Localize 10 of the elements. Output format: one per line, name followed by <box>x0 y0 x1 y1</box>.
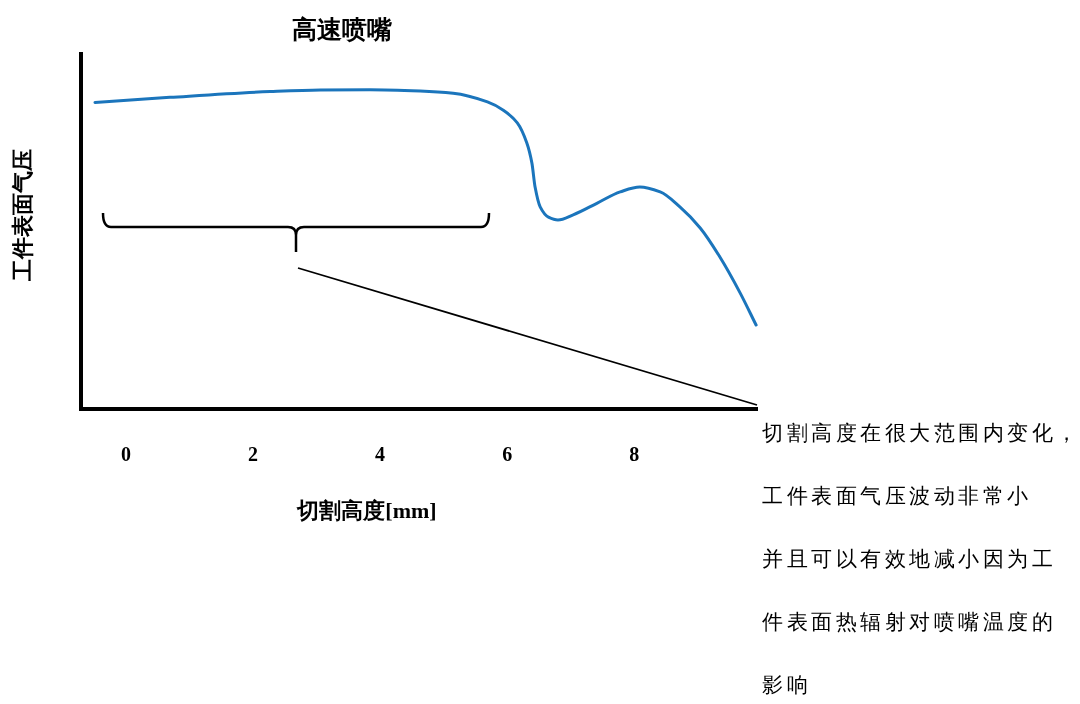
x-tick-label: 2 <box>248 443 259 465</box>
x-tick-label: 4 <box>375 443 386 465</box>
x-axis-title: 切割高度[mm] <box>296 498 437 523</box>
y-axis-title: 工件表面气压 <box>10 149 35 282</box>
x-tick-label: 6 <box>502 443 513 465</box>
text: 切割高度在很大范围内变化，工件表面气压波动非常小 <box>762 421 1080 507</box>
x-tick-label: 8 <box>629 443 640 465</box>
text: 并且可以有效地减小因为工件表面热辐射对喷嘴温度的影响 <box>762 547 1056 696</box>
chart-title: 高速喷嘴 <box>292 15 392 43</box>
x-tick-label: 0 <box>121 443 132 465</box>
